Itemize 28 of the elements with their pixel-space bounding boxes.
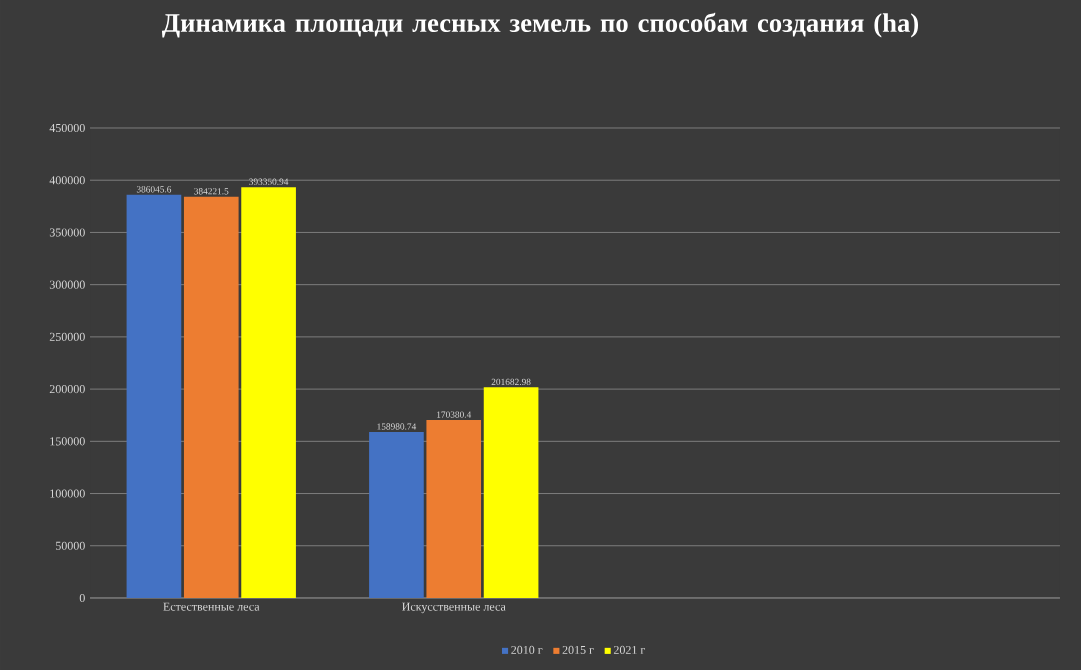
y-tick-label: 400000 bbox=[49, 176, 85, 185]
data-label: 201682.98 bbox=[491, 378, 531, 386]
y-tick-label: 100000 bbox=[50, 489, 85, 498]
legend-label: 2021 г bbox=[613, 645, 646, 654]
data-label: 158980.74 bbox=[377, 423, 417, 430]
y-tick-label: 0 bbox=[79, 593, 85, 603]
y-tick-label: 150000 bbox=[50, 437, 85, 446]
bar bbox=[369, 431, 424, 598]
bar bbox=[126, 194, 182, 598]
data-label: 386045.6 bbox=[136, 186, 172, 193]
bar bbox=[483, 387, 539, 598]
data-label: 393350.94 bbox=[249, 178, 289, 185]
x-tick-label: Искусственные леса bbox=[402, 602, 506, 614]
data-label: 170380.4 bbox=[437, 411, 472, 418]
legend-label: 2010 г bbox=[511, 645, 543, 654]
bar bbox=[241, 187, 296, 598]
data-label: 384221.5 bbox=[194, 188, 229, 195]
bar bbox=[426, 420, 482, 598]
y-tick-label: 250000 bbox=[49, 332, 85, 341]
chart-title: Динамика площади лесных земель по способам создания (ha) bbox=[161, 12, 919, 38]
bar bbox=[183, 196, 239, 598]
y-tick-label: 350000 bbox=[49, 228, 85, 237]
y-tick-label: 450000 bbox=[49, 123, 85, 133]
legend-label: 2015 г bbox=[562, 645, 594, 654]
y-tick-label: 200000 bbox=[49, 385, 85, 394]
y-tick-label: 50000 bbox=[55, 541, 85, 550]
y-tick-label: 300000 bbox=[49, 280, 85, 289]
x-tick-label: Естественные леса bbox=[163, 602, 260, 611]
